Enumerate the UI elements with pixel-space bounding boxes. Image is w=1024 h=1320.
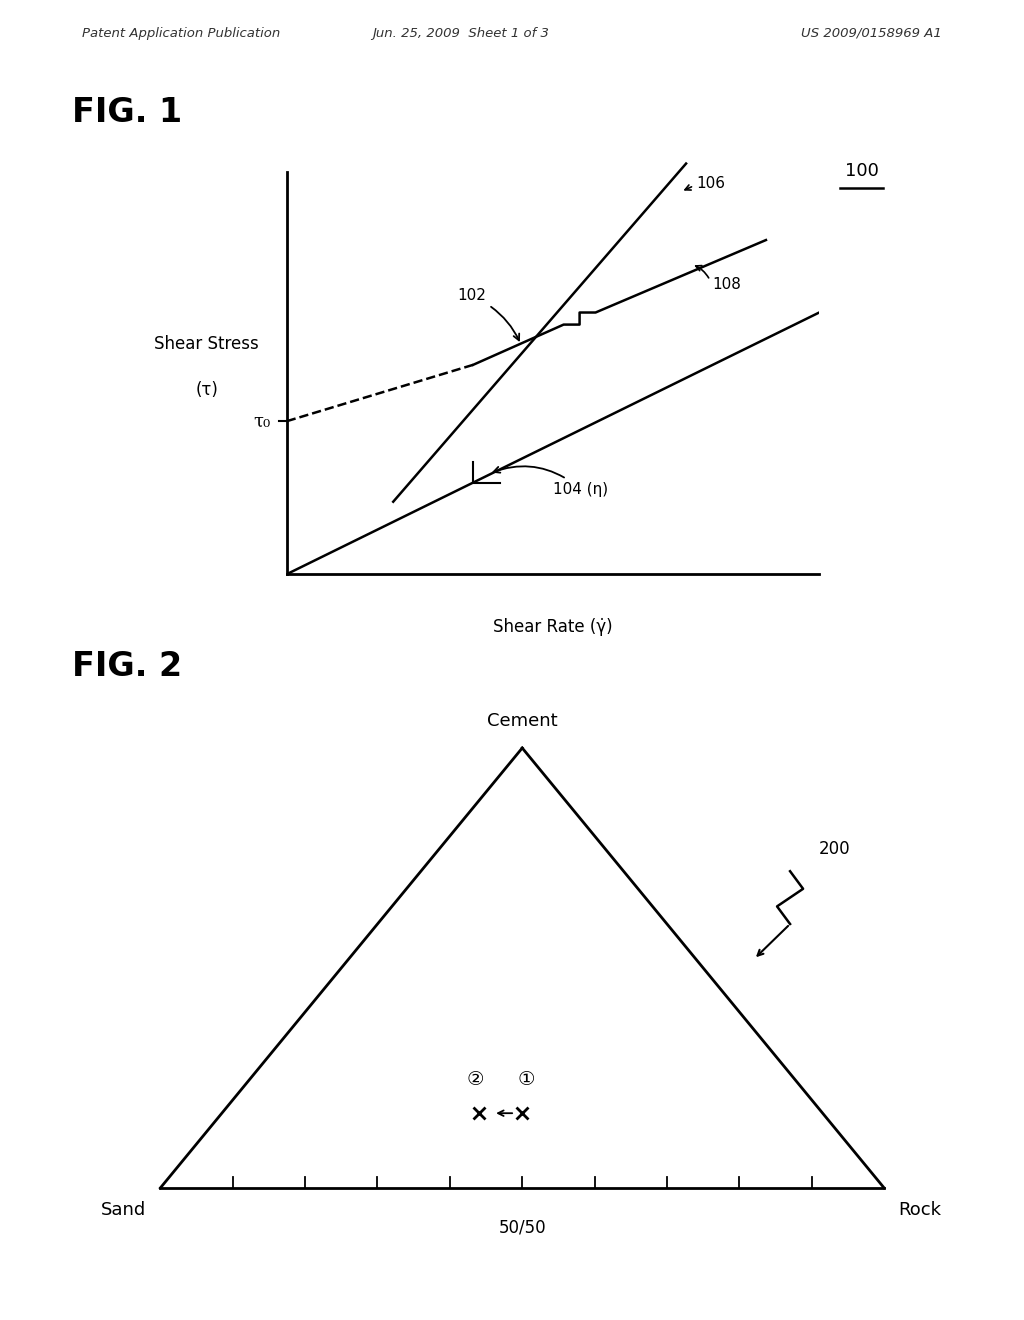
Text: 100: 100 bbox=[845, 161, 879, 180]
Text: FIG. 2: FIG. 2 bbox=[72, 651, 182, 684]
Text: 50/50: 50/50 bbox=[499, 1218, 546, 1237]
Text: Jun. 25, 2009  Sheet 1 of 3: Jun. 25, 2009 Sheet 1 of 3 bbox=[373, 26, 549, 40]
Text: Rock: Rock bbox=[899, 1201, 942, 1220]
Text: FIG. 1: FIG. 1 bbox=[72, 96, 182, 129]
Text: 108: 108 bbox=[713, 277, 741, 292]
Text: Cement: Cement bbox=[487, 713, 557, 730]
Text: Sand: Sand bbox=[100, 1201, 145, 1220]
Text: Shear Stress: Shear Stress bbox=[155, 335, 259, 352]
Text: (τ): (τ) bbox=[196, 381, 218, 399]
Text: 102: 102 bbox=[457, 289, 519, 341]
Text: US 2009/0158969 A1: US 2009/0158969 A1 bbox=[802, 26, 942, 40]
Text: τ₀: τ₀ bbox=[254, 412, 270, 430]
Text: ②: ② bbox=[467, 1071, 484, 1089]
Text: 106: 106 bbox=[696, 176, 726, 191]
Text: 104 (η): 104 (η) bbox=[494, 466, 608, 496]
Text: 200: 200 bbox=[819, 840, 851, 858]
Text: Shear Rate (γ̇): Shear Rate (γ̇) bbox=[494, 618, 612, 635]
Text: Patent Application Publication: Patent Application Publication bbox=[82, 26, 281, 40]
Text: ①: ① bbox=[517, 1071, 535, 1089]
